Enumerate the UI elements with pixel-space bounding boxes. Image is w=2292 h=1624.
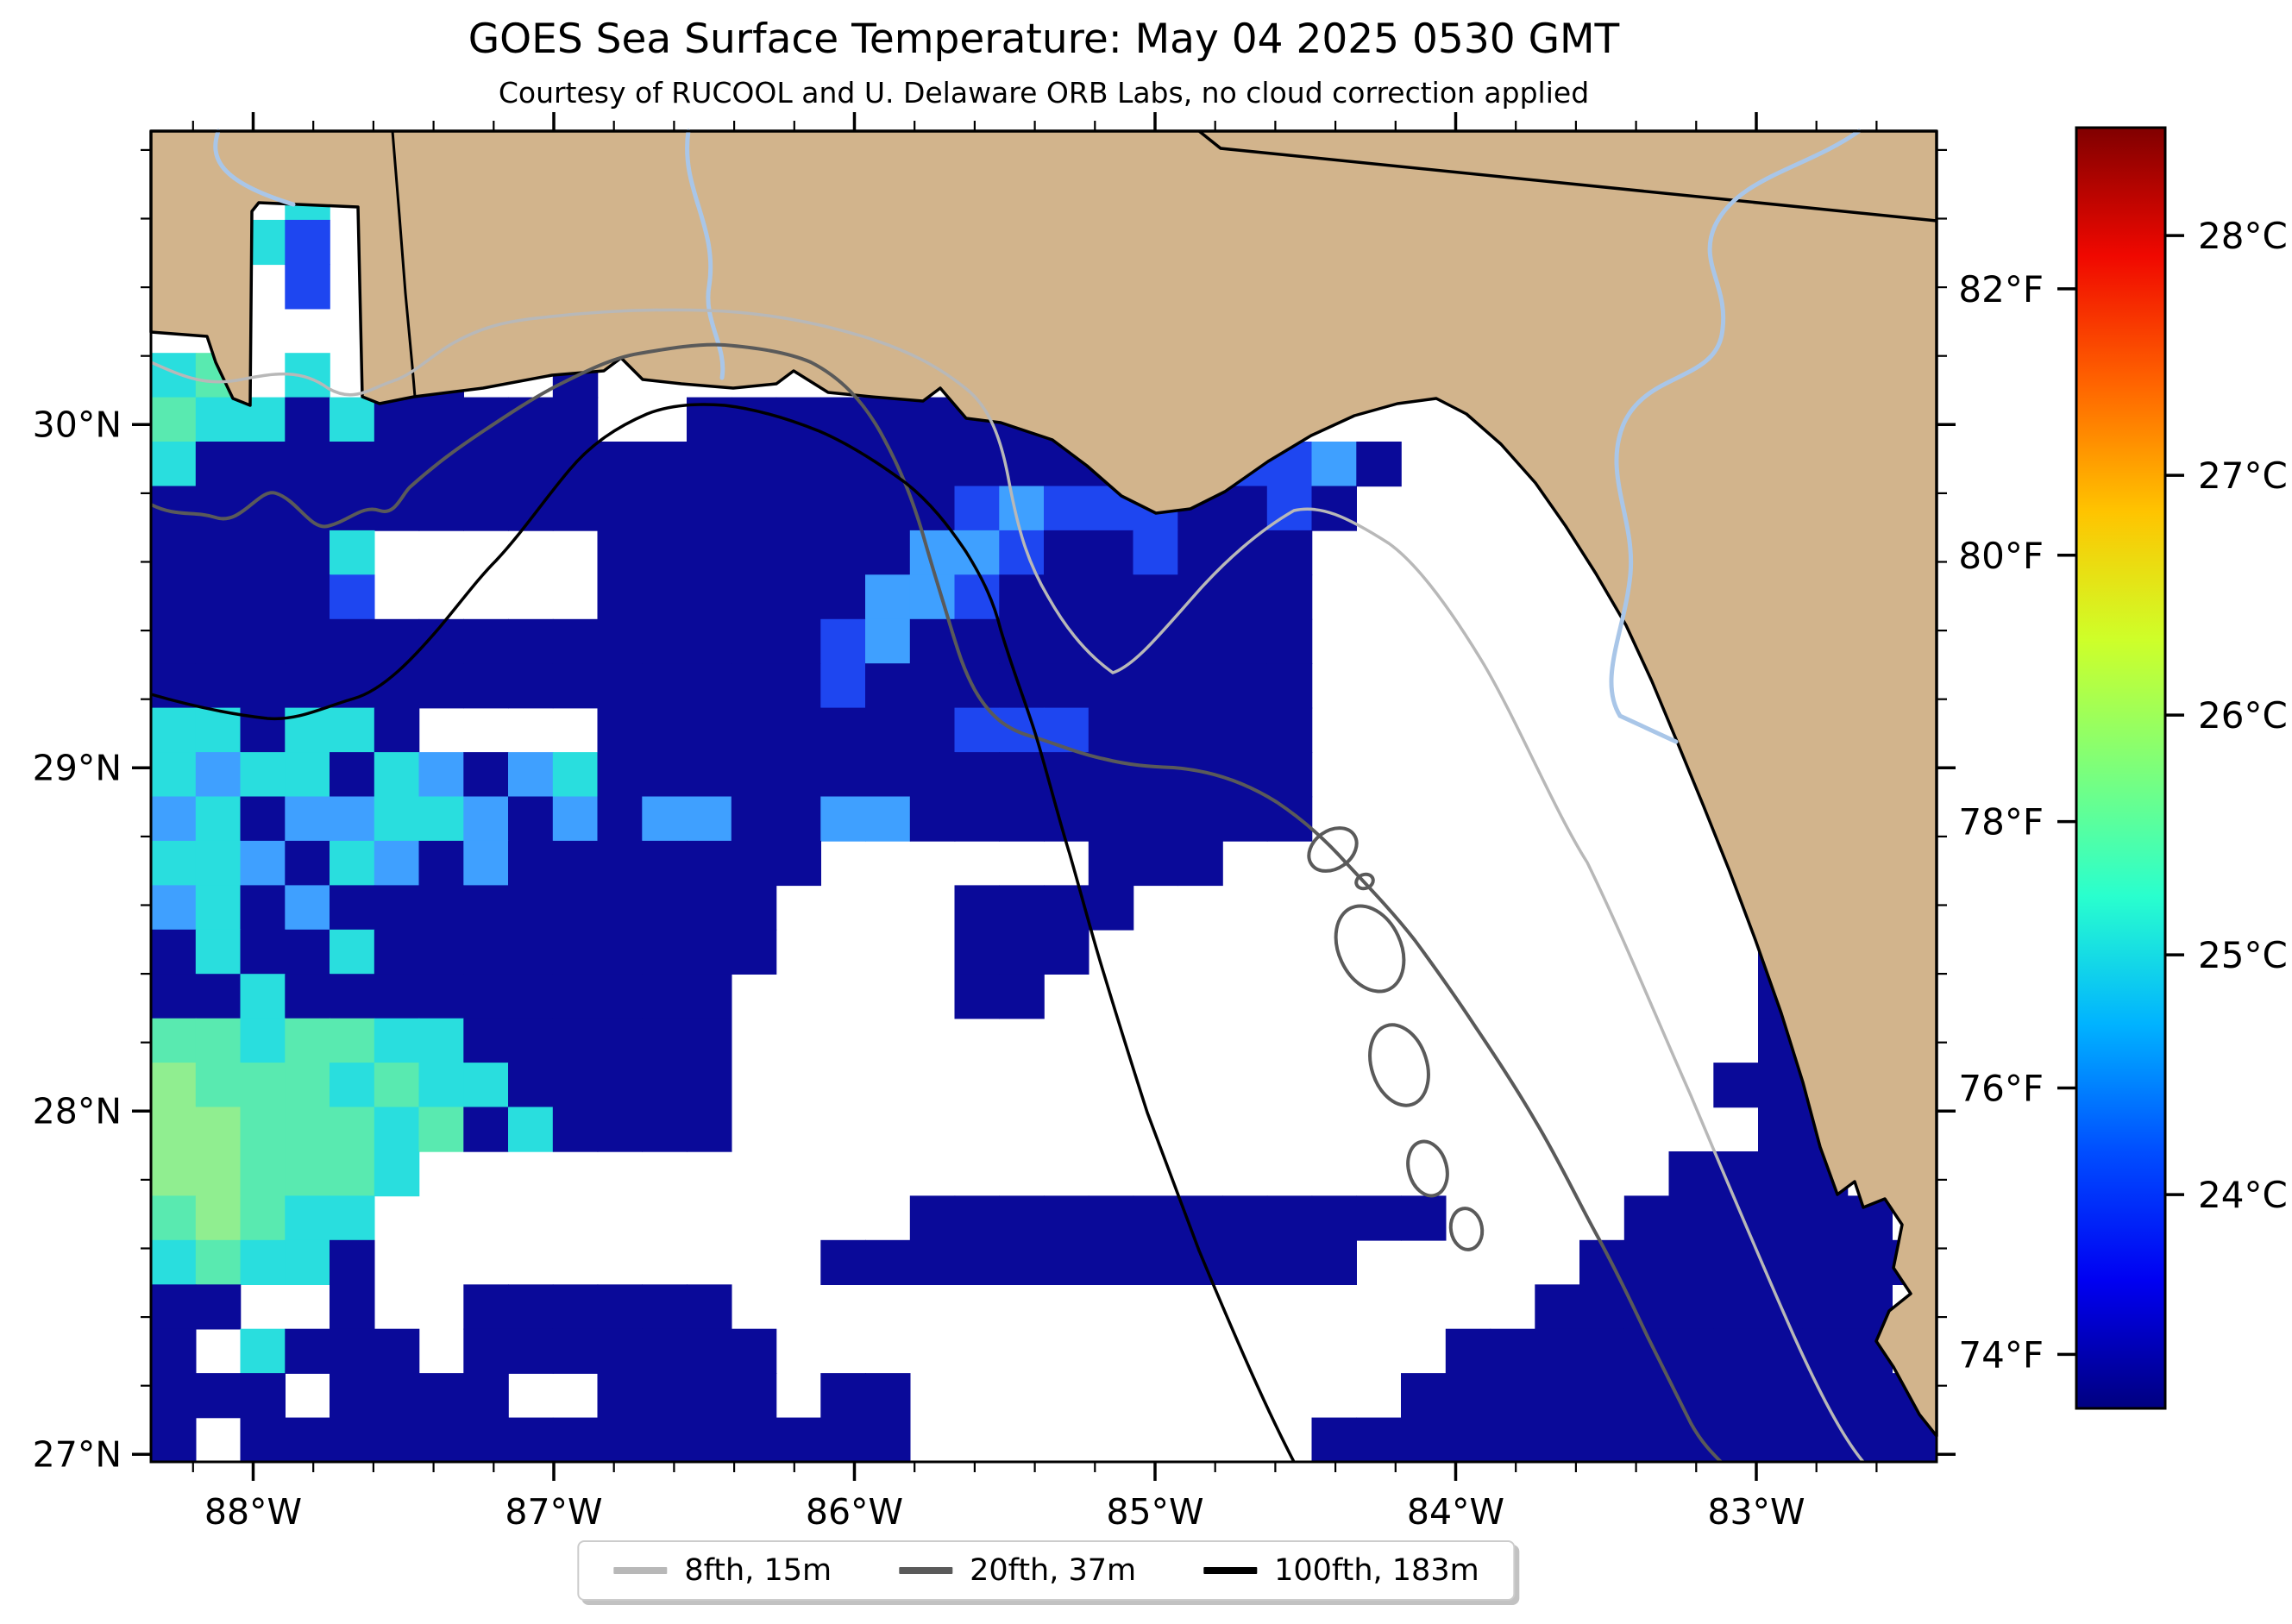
- state-border-al-fl: [391, 130, 417, 398]
- contour-swatch-20fth: [899, 1567, 953, 1574]
- contour-20-fathom-bank: [1406, 1139, 1449, 1198]
- contour-100-fathom: [150, 403, 1296, 1463]
- river-mobile: [213, 129, 296, 207]
- figure-subtitle: Courtesy of RUCOOL and U. Delaware ORB L…: [498, 76, 1590, 110]
- axis-ticks: [132, 112, 1956, 1481]
- river-suwannee: [1609, 129, 1862, 744]
- state-border-ga-fl: [1197, 129, 1937, 223]
- colorbar-fahrenheit-label: 74°F: [1958, 1333, 2044, 1376]
- colorbar-celsius-label: 26°C: [2198, 694, 2288, 737]
- y-tick-label: 27°N: [33, 1433, 122, 1475]
- colorbar-gradient: [2075, 126, 2167, 1410]
- x-tick-label: 84°W: [1407, 1491, 1504, 1533]
- contour-20-fathom-bank: [1307, 826, 1359, 873]
- land-coastline: [149, 129, 1938, 1438]
- contour-20-fathom-bank: [1448, 1207, 1485, 1251]
- colorbar-celsius-label: 27°C: [2198, 455, 2288, 497]
- colorbar-fahrenheit-label: 78°F: [1958, 801, 2044, 843]
- legend-label: 8fth, 15m: [684, 1552, 832, 1588]
- colorbar-celsius-label: 25°C: [2198, 934, 2288, 976]
- contour-20-fathom-bank: [1354, 872, 1375, 891]
- contour-20-fathom: [150, 342, 1723, 1464]
- x-tick-label: 85°W: [1106, 1491, 1203, 1533]
- contour-swatch-100fth: [1203, 1567, 1258, 1574]
- sst-pixel-field: [151, 175, 1937, 1463]
- contour-20-fathom-bank: [1334, 904, 1406, 994]
- y-tick-label: 28°N: [33, 1090, 122, 1132]
- axes-frame: [149, 129, 1938, 1464]
- legend-item-20fth: 20fth, 37m: [899, 1552, 1137, 1588]
- legend-label: 100fth, 183m: [1274, 1552, 1479, 1588]
- contour-8-fathom: [150, 308, 1865, 1464]
- legend-label: 20fth, 37m: [970, 1552, 1137, 1588]
- colorbar-celsius-label: 24°C: [2198, 1174, 2288, 1216]
- legend-item-8fth: 8fth, 15m: [613, 1552, 832, 1588]
- y-tick-label: 30°N: [33, 404, 122, 445]
- colorbar-celsius-label: 28°C: [2198, 215, 2288, 257]
- legend: 8fth, 15m 20fth, 37m 100fth, 183m: [577, 1540, 1516, 1601]
- colorbar: 28°C 27°C 26°C 25°C 24°C 82°F 80°F 78°F 76°F 74°F: [1958, 126, 2288, 1410]
- x-tick-label: 86°W: [806, 1491, 903, 1533]
- colorbar-fahrenheit-label: 76°F: [1958, 1068, 2044, 1110]
- map-plot: [149, 129, 1938, 1464]
- axis-tick-labels: 88°W 87°W 86°W 85°W 84°W 83°W 30°N 29°N 28°N 27°N: [33, 404, 1805, 1533]
- contour-20-fathom-bank: [1368, 1023, 1430, 1107]
- contour-swatch-8fth: [613, 1567, 668, 1574]
- legend-item-100fth: 100fth, 183m: [1203, 1552, 1479, 1588]
- colorbar-fahrenheit-label: 82°F: [1958, 268, 2044, 310]
- y-tick-label: 29°N: [33, 747, 122, 788]
- x-tick-label: 83°W: [1707, 1491, 1805, 1533]
- x-tick-label: 87°W: [505, 1491, 602, 1533]
- x-tick-label: 88°W: [204, 1491, 302, 1533]
- colorbar-fahrenheit-label: 80°F: [1958, 535, 2044, 577]
- figure-title: GOES Sea Surface Temperature: May 04 202…: [468, 16, 1620, 63]
